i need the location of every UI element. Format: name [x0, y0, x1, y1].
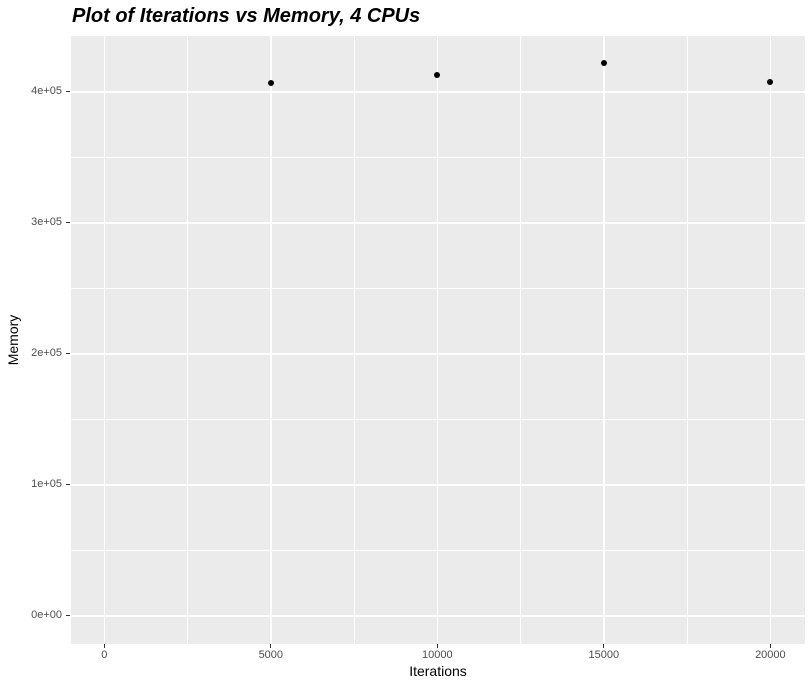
- major-gridline-vertical: [103, 36, 105, 644]
- data-point: [600, 60, 607, 67]
- major-gridline-horizontal: [71, 91, 805, 93]
- major-gridline-vertical: [769, 36, 772, 644]
- minor-gridline-vertical: [187, 36, 188, 644]
- major-gridline-horizontal: [71, 353, 805, 355]
- plot-panel: [71, 36, 805, 644]
- y-tick-label: 3e+05: [31, 215, 62, 228]
- data-point: [767, 79, 774, 86]
- y-tick-label: 0e+00: [31, 608, 62, 621]
- x-tick-mark: [603, 644, 605, 648]
- major-gridline-horizontal: [71, 484, 805, 486]
- y-tick-mark: [66, 222, 70, 224]
- major-gridline-vertical: [603, 36, 605, 644]
- minor-gridline-vertical: [353, 36, 355, 644]
- y-tick-mark: [66, 484, 70, 486]
- y-tick-mark: [66, 353, 70, 355]
- major-gridline-horizontal: [71, 222, 805, 224]
- x-tick-mark: [769, 644, 771, 648]
- x-tick-label: 5000: [258, 649, 284, 661]
- data-point: [267, 80, 274, 87]
- y-tick-mark: [66, 91, 70, 93]
- y-tick-mark: [66, 615, 70, 617]
- minor-gridline-vertical: [686, 36, 688, 644]
- x-tick-mark: [270, 644, 272, 648]
- x-tick-mark: [103, 644, 105, 648]
- x-tick-mark: [436, 644, 438, 648]
- y-tick-label: 2e+05: [31, 346, 62, 359]
- y-tick-label: 1e+05: [31, 477, 62, 490]
- y-tick-label: 4e+05: [31, 84, 62, 97]
- major-gridline-vertical: [270, 36, 272, 644]
- plot-title: Plot of Iterations vs Memory, 4 CPUs: [72, 5, 421, 27]
- x-axis-title: Iterations: [409, 663, 467, 679]
- minor-gridline-vertical: [520, 36, 521, 644]
- major-gridline-vertical: [436, 36, 439, 644]
- x-tick-label: 0: [101, 649, 108, 661]
- x-tick-label: 20000: [755, 649, 786, 661]
- data-point: [434, 72, 441, 79]
- x-tick-label: 15000: [588, 649, 620, 661]
- major-gridline-horizontal: [71, 615, 805, 617]
- x-tick-label: 10000: [422, 649, 453, 661]
